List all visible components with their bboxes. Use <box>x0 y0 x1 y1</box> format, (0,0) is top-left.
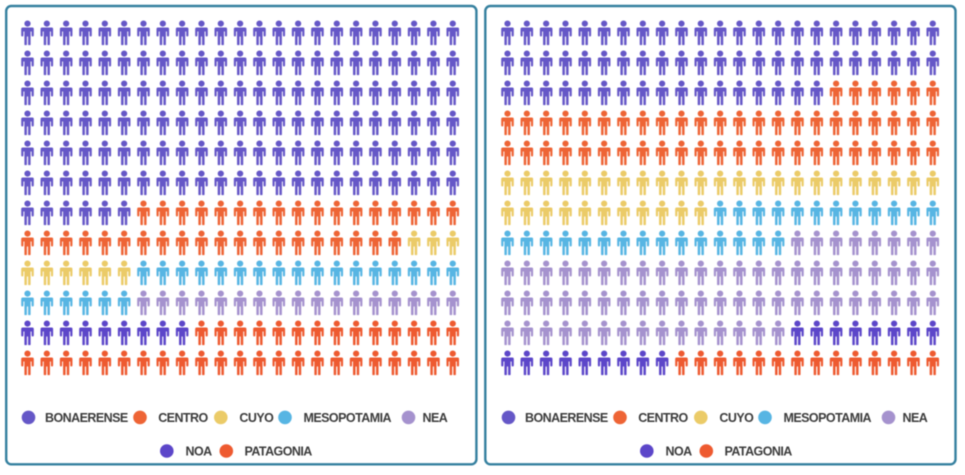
svg-text:NOA: NOA <box>666 445 693 459</box>
svg-text:CUYO: CUYO <box>719 411 754 425</box>
svg-text:CENTRO: CENTRO <box>638 411 688 425</box>
svg-text:MESOPOTAMIA: MESOPOTAMIA <box>784 411 872 425</box>
svg-text:NEA: NEA <box>423 411 448 425</box>
svg-text:NEA: NEA <box>903 411 928 425</box>
svg-text:MESOPOTAMIA: MESOPOTAMIA <box>304 411 392 425</box>
svg-text:CUYO: CUYO <box>239 411 274 425</box>
svg-text:NOA: NOA <box>186 445 213 459</box>
svg-text:BONAERENSE: BONAERENSE <box>45 411 128 425</box>
svg-text:BONAERENSE: BONAERENSE <box>525 411 608 425</box>
svg-text:PATAGONIA: PATAGONIA <box>245 445 313 459</box>
svg-text:PATAGONIA: PATAGONIA <box>725 445 793 459</box>
svg-text:CENTRO: CENTRO <box>158 411 208 425</box>
